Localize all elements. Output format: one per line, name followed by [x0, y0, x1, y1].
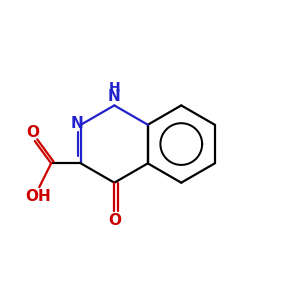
Text: OH: OH	[25, 189, 51, 204]
Text: O: O	[26, 125, 40, 140]
Text: N: N	[71, 116, 84, 131]
Text: H: H	[109, 81, 120, 95]
Text: O: O	[108, 213, 121, 228]
Text: N: N	[108, 88, 121, 104]
